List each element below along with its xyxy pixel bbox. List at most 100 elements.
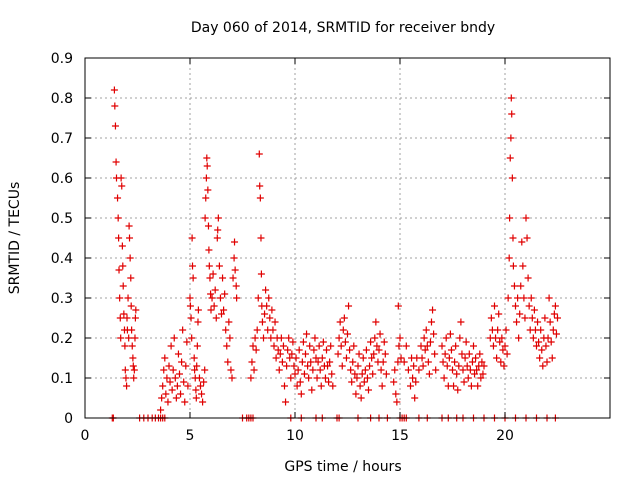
data-point-0-109 — [205, 262, 213, 270]
data-point-0-248 — [350, 342, 358, 350]
data-point-0-222 — [325, 378, 333, 386]
data-point-0-402 — [514, 294, 522, 302]
data-point-0-241 — [342, 354, 350, 362]
data-point-0-235 — [336, 318, 344, 326]
data-point-0-263 — [366, 362, 374, 370]
data-point-0-341 — [449, 366, 456, 374]
data-point-0-31 — [126, 254, 134, 262]
data-point-0-4 — [111, 122, 119, 130]
data-point-0-66 — [171, 374, 179, 382]
x-tick-label-1: 5 — [186, 428, 195, 444]
data-point-0-273 — [376, 330, 384, 338]
data-point-0-224 — [327, 342, 335, 350]
data-point-0-377 — [492, 334, 500, 342]
data-point-0-270 — [373, 342, 381, 350]
data-point-0-57 — [162, 390, 170, 398]
data-point-0-105 — [203, 162, 211, 170]
data-point-0-310 — [419, 362, 427, 370]
data-point-0-317 — [426, 338, 434, 346]
data-point-0-167 — [267, 334, 275, 342]
data-point-0-23 — [122, 374, 130, 382]
data-point-0-318 — [428, 318, 435, 326]
data-point-0-156 — [257, 234, 265, 242]
data-point-0-186 — [287, 374, 295, 382]
data-point-0-139 — [233, 294, 241, 302]
data-point-0-359 — [467, 382, 475, 390]
x-tick-label-3: 15 — [391, 428, 409, 444]
data-point-0-132 — [227, 366, 235, 374]
data-point-0-114 — [209, 270, 217, 278]
data-point-0-290 — [396, 334, 404, 342]
data-point-0-418 — [530, 306, 538, 314]
data-point-0-287 — [393, 398, 401, 406]
data-point-0-188 — [289, 338, 297, 346]
data-point-0-169 — [269, 326, 277, 334]
data-point-0-83 — [188, 234, 196, 242]
data-point-0-100 — [201, 366, 209, 374]
data-point-0-262 — [365, 386, 372, 394]
data-point-0-40 — [131, 334, 139, 342]
data-point-0-117 — [212, 314, 220, 322]
data-point-0-182 — [283, 362, 291, 370]
data-point-0-363 — [472, 354, 480, 362]
data-point-0-342 — [450, 382, 458, 390]
data-point-0-309 — [418, 354, 426, 362]
data-point-0-400 — [512, 302, 519, 310]
data-point-0-127 — [222, 326, 230, 334]
data-point-0-111 — [207, 290, 215, 298]
y-tick-label-3: 0.3 — [51, 291, 73, 307]
data-point-0-346 — [454, 386, 462, 394]
data-point-0-81 — [187, 314, 195, 322]
y-tick-label-4: 0.4 — [51, 251, 73, 267]
data-point-0-300 — [407, 382, 414, 390]
data-point-0-423 — [536, 354, 544, 362]
data-point-0-315 — [424, 358, 432, 366]
y-tick-label-0: 0 — [64, 411, 73, 427]
data-point-0-160 — [260, 334, 267, 342]
data-point-0-395 — [508, 110, 516, 118]
data-point-0-272 — [375, 346, 383, 354]
data-point-0-279 — [382, 370, 390, 378]
data-point-0-202 — [304, 362, 312, 370]
data-point-0-365 — [474, 382, 482, 390]
data-point-0-22 — [121, 366, 129, 374]
data-point-0-314 — [423, 342, 431, 350]
data-point-0-41 — [131, 314, 139, 322]
data-points — [108, 86, 561, 422]
x-tick-label-0: 0 — [81, 428, 90, 444]
data-point-0-211 — [313, 374, 321, 382]
data-point-0-161 — [261, 310, 269, 318]
data-point-0-387 — [502, 326, 510, 334]
data-point-0-108 — [205, 246, 213, 254]
data-point-0-347 — [455, 362, 463, 370]
data-point-0-174 — [274, 346, 282, 354]
data-point-0-351 — [459, 366, 467, 374]
data-point-0-384 — [499, 346, 507, 354]
data-point-0-149 — [251, 334, 259, 342]
data-point-0-254 — [356, 382, 364, 390]
data-point-0-198 — [299, 338, 307, 346]
data-point-0-120 — [214, 214, 222, 222]
data-point-0-35 — [128, 342, 136, 350]
data-point-0-212 — [314, 358, 322, 366]
data-point-0-91 — [193, 362, 201, 370]
data-point-0-203 — [305, 374, 313, 382]
data-point-0-62 — [167, 342, 175, 350]
data-point-0-183 — [284, 346, 292, 354]
data-point-0-339 — [446, 330, 454, 338]
data-point-0-3 — [111, 102, 119, 110]
data-point-0-239 — [340, 314, 348, 322]
data-point-0-131 — [226, 334, 234, 342]
data-point-0-313 — [422, 326, 430, 334]
data-point-0-226 — [329, 382, 337, 390]
data-point-0-392 — [506, 154, 514, 162]
data-point-0-343 — [451, 358, 459, 366]
data-point-0-252 — [354, 362, 362, 370]
data-point-0-70 — [176, 370, 183, 378]
data-point-0-416 — [528, 314, 536, 322]
data-point-0-265 — [368, 354, 376, 362]
data-point-0-415 — [527, 294, 535, 302]
data-point-0-58 — [163, 374, 171, 382]
data-point-0-98 — [199, 398, 207, 406]
data-point-0-153 — [255, 150, 263, 158]
